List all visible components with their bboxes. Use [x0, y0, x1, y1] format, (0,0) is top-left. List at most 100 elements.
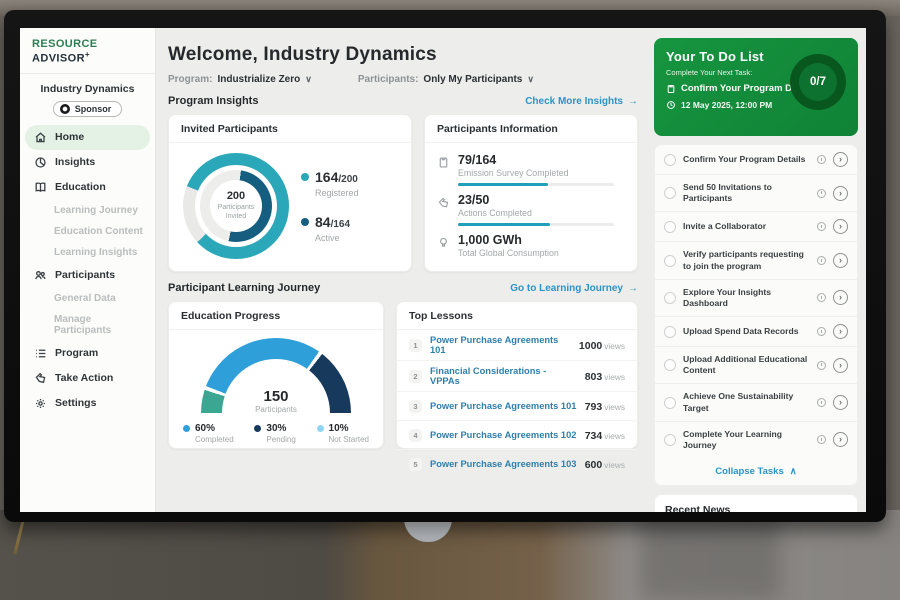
sidebar-item-insights[interactable]: Insights — [25, 150, 150, 175]
sidebar-item-home[interactable]: Home — [25, 124, 150, 150]
stat-label: Emission Survey Completed — [458, 168, 569, 178]
lesson-views-word: views — [604, 460, 625, 470]
check-more-insights-link[interactable]: Check More Insights → — [525, 96, 638, 107]
sidebar-item-label: Settings — [55, 397, 97, 410]
lesson-link[interactable]: Power Purchase Agreements 103 — [430, 459, 577, 469]
task-label: Verify participants requesting to join t… — [683, 249, 804, 271]
legend-active: 84/164 Active — [301, 214, 359, 243]
task-checkbox[interactable] — [664, 359, 676, 372]
task-row-send-invitations[interactable]: Send 50 Invitations to Participants › — [655, 175, 857, 213]
sponsor-badge[interactable]: Sponsor — [52, 100, 123, 117]
task-row-achieve-sustainability-target[interactable]: Achieve One Sustainability Target › — [655, 384, 857, 422]
chevron-right-icon[interactable]: › — [833, 357, 848, 373]
lesson-link[interactable]: Financial Considerations - VPPAs — [430, 366, 547, 386]
link-label: Go to Learning Journey — [510, 282, 623, 294]
arrow-right-icon: → — [628, 282, 638, 294]
survey-icon — [439, 157, 448, 168]
education-icon — [35, 182, 46, 192]
lesson-row[interactable]: 5 Power Purchase Agreements 103 600 views — [397, 450, 637, 478]
go-to-learning-journey-link[interactable]: Go to Learning Journey → — [510, 283, 638, 294]
stat-label: Total Global Consumption — [458, 248, 559, 258]
participants-dropdown[interactable]: Participants: Only My Participants ∨ — [358, 74, 534, 85]
lesson-row[interactable]: 2 Financial Considerations - VPPAs 803 vi… — [397, 361, 637, 392]
section-title: Participant Learning Journey — [168, 282, 321, 294]
task-row-invite-collaborator[interactable]: Invite a Collaborator › — [655, 212, 857, 243]
sidebar-item-take-action[interactable]: Take Action — [25, 366, 150, 391]
chevron-right-icon[interactable]: › — [833, 290, 848, 306]
sidebar-item-learning-journey[interactable]: Learning Journey — [54, 204, 138, 216]
sidebar-item-education-content[interactable]: Education Content — [54, 225, 143, 237]
program-dropdown[interactable]: Program: Industrialize Zero ∨ — [168, 74, 312, 85]
background-shadow — [640, 510, 780, 600]
settings-icon — [36, 398, 45, 408]
lesson-link[interactable]: Power Purchase Agreements 102 — [430, 430, 577, 440]
chevron-down-icon: ∨ — [527, 74, 534, 84]
task-row-verify-participants[interactable]: Verify participants requesting to join t… — [655, 242, 857, 280]
todo-panel: Your To Do List Complete Your Next Task:… — [650, 28, 866, 512]
sponsor-label: Sponsor — [74, 103, 112, 114]
info-body: 79/164 Emission Survey Completed 23/50 A… — [425, 143, 637, 261]
lesson-row[interactable]: 3 Power Purchase Agreements 101 793 views — [397, 392, 637, 421]
task-row-complete-learning-journey[interactable]: Complete Your Learning Journey › — [655, 422, 857, 458]
task-row-explore-insights[interactable]: Explore Your Insights Dashboard › — [655, 280, 857, 318]
task-label: Send 50 Invitations to Participants — [683, 182, 772, 204]
sidebar-item-participants[interactable]: Participants — [25, 263, 150, 288]
stat-label: Actions Completed — [458, 208, 532, 218]
chevron-right-icon[interactable]: › — [833, 185, 848, 201]
legend-label: Registered — [315, 188, 359, 198]
lesson-row[interactable]: 4 Power Purchase Agreements 102 734 views — [397, 421, 637, 450]
donut-center-value: 200 — [226, 190, 246, 203]
gauge-center: 150 Participants — [201, 388, 351, 414]
sidebar-item-label: Take Action — [55, 372, 114, 385]
sidebar-item-program[interactable]: Program — [25, 341, 150, 366]
legend-label: Completed — [195, 435, 234, 444]
task-checkbox[interactable] — [664, 396, 676, 409]
sidebar-item-settings[interactable]: Settings — [25, 391, 150, 416]
lesson-link[interactable]: Power Purchase Agreements 101 — [430, 335, 559, 355]
progress-track — [458, 183, 614, 186]
card-title: Top Lessons — [397, 302, 637, 330]
monitor-bezel: RESOURCE ADVISOR+ Industry Dynamics Spon… — [4, 10, 886, 522]
chevron-right-icon[interactable]: › — [833, 253, 848, 269]
sidebar-item-education[interactable]: Education — [25, 175, 150, 200]
recent-news-card: Recent News — [654, 494, 858, 512]
sidebar-item-label: Insights — [55, 156, 96, 169]
clock-icon — [817, 188, 826, 198]
app-logo[interactable]: RESOURCE ADVISOR+ — [20, 28, 155, 73]
legend-pending: 30% Pending — [254, 423, 296, 444]
stat-global-consumption: 1,000 GWh Total Global Consumption — [437, 229, 625, 261]
actions-icon — [438, 197, 449, 208]
chevron-right-icon[interactable]: › — [833, 219, 848, 235]
learning-journey-header: Participant Learning Journey Go to Learn… — [168, 282, 638, 294]
chevron-right-icon[interactable]: › — [833, 152, 848, 167]
sidebar-item-label: Education — [55, 181, 106, 194]
task-checkbox[interactable] — [664, 433, 676, 446]
lesson-link[interactable]: Power Purchase Agreements 101 — [430, 401, 577, 411]
task-checkbox[interactable] — [664, 153, 676, 166]
stat-value: 79/164 — [458, 153, 497, 167]
filters-row: Program: Industrialize Zero ∨ Participan… — [168, 74, 638, 85]
task-checkbox[interactable] — [664, 325, 676, 338]
todo-progress-ring: 0/7 — [790, 54, 846, 110]
collapse-tasks-button[interactable]: Collapse Tasks ∧ — [655, 458, 857, 485]
home-icon — [35, 132, 46, 142]
sidebar-item-learning-insights[interactable]: Learning Insights — [54, 246, 138, 258]
task-checkbox[interactable] — [664, 220, 676, 233]
program-value: Industrialize Zero — [217, 74, 301, 85]
chevron-right-icon[interactable]: › — [833, 395, 848, 411]
clock-icon — [817, 360, 826, 370]
chevron-right-icon[interactable]: › — [833, 432, 848, 448]
sidebar-item-manage-participants[interactable]: Manage Participants — [54, 313, 112, 336]
legend-value: 10% — [328, 423, 349, 434]
sidebar-item-general-data[interactable]: General Data — [54, 292, 116, 304]
task-row-confirm-program[interactable]: Confirm Your Program Details › — [655, 145, 857, 175]
task-row-upload-spend-data[interactable]: Upload Spend Data Records › — [655, 317, 857, 348]
task-checkbox[interactable] — [664, 187, 676, 200]
lesson-row[interactable]: 1 Power Purchase Agreements 101 1000 view… — [397, 330, 637, 361]
task-checkbox[interactable] — [664, 254, 676, 267]
chevron-right-icon[interactable]: › — [833, 324, 848, 340]
clock-icon — [817, 222, 826, 232]
task-checkbox[interactable] — [664, 291, 676, 304]
legend-dot — [301, 218, 309, 226]
task-row-upload-educational-content[interactable]: Upload Additional Educational Content › — [655, 347, 857, 385]
